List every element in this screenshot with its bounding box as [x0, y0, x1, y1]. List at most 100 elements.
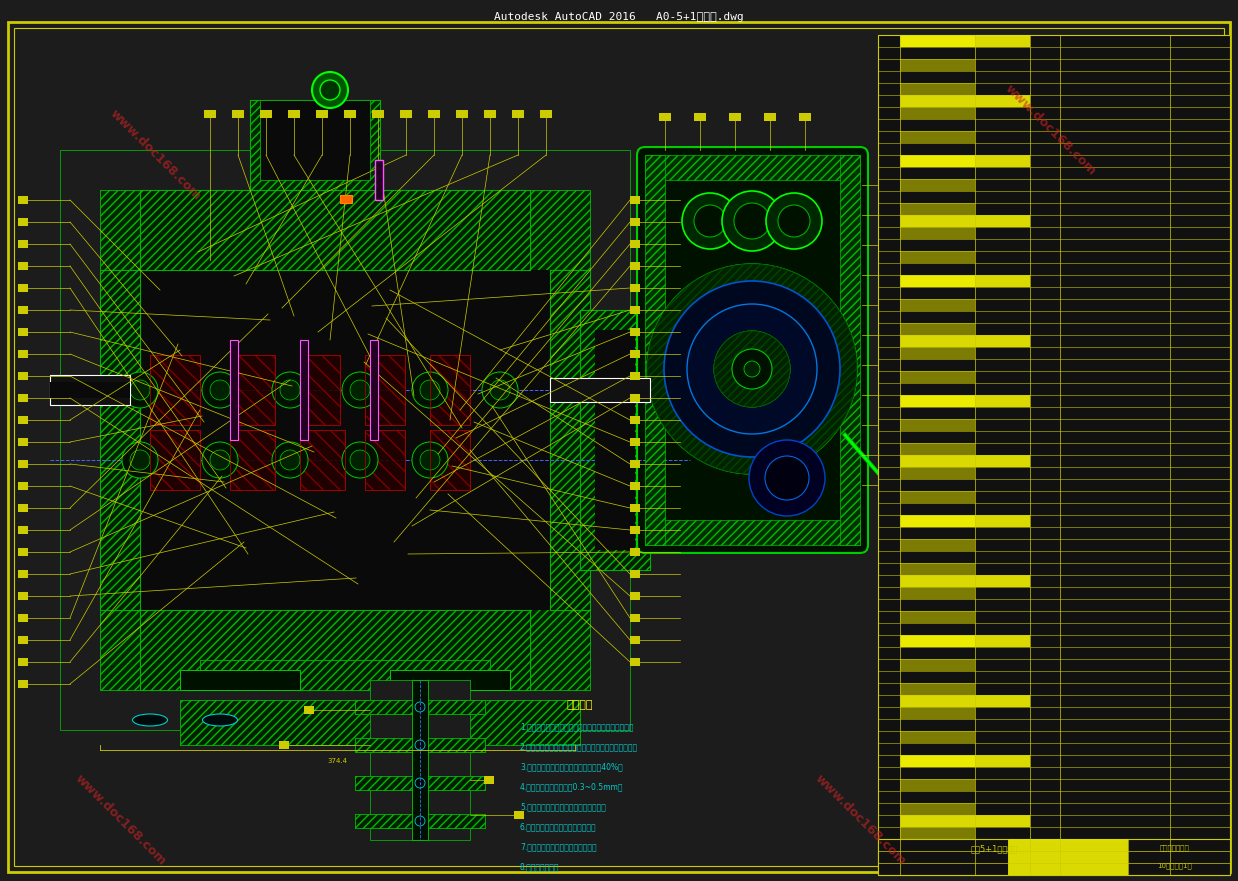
Bar [201, 660, 490, 690]
Bar [484, 110, 496, 118]
Bar [150, 355, 201, 425]
Circle shape [412, 442, 448, 478]
Circle shape [420, 450, 439, 470]
Circle shape [342, 372, 378, 408]
Bar [250, 100, 380, 190]
Bar [900, 347, 976, 359]
Bar [19, 526, 28, 534]
Circle shape [202, 372, 238, 408]
Bar [19, 218, 28, 226]
Bar [595, 330, 635, 550]
Circle shape [123, 442, 158, 478]
Bar [900, 107, 976, 119]
Bar [355, 738, 485, 752]
Bar [630, 614, 640, 622]
Bar [906, 391, 919, 399]
Bar [900, 335, 1030, 347]
Bar [630, 548, 640, 556]
Bar [630, 504, 640, 512]
Bar [900, 467, 976, 479]
Bar [630, 636, 640, 644]
Bar [230, 430, 275, 490]
Bar [365, 430, 405, 490]
Bar [484, 776, 494, 784]
Circle shape [482, 372, 517, 408]
Circle shape [319, 80, 340, 100]
Bar [180, 670, 300, 690]
Bar [428, 110, 439, 118]
Bar [900, 515, 1030, 527]
Circle shape [490, 380, 510, 400]
Bar [900, 227, 976, 239]
Bar [906, 331, 919, 339]
Circle shape [415, 778, 425, 788]
Bar [150, 355, 201, 425]
Bar [630, 262, 640, 270]
Circle shape [734, 203, 770, 239]
Bar [900, 395, 976, 407]
Circle shape [280, 450, 300, 470]
Bar [900, 803, 976, 815]
Bar [900, 83, 976, 95]
Bar [630, 328, 640, 336]
Bar [140, 610, 530, 690]
Bar [630, 460, 640, 468]
Bar [180, 700, 579, 745]
Bar [906, 451, 919, 459]
Circle shape [210, 450, 230, 470]
Bar [900, 731, 976, 743]
Text: 7.天屋分包合面均应涂以密封胶块。: 7.天屋分包合面均应涂以密封胶块。 [520, 842, 597, 851]
Bar [230, 355, 275, 425]
Bar [19, 614, 28, 622]
Bar [878, 839, 1231, 875]
Bar [375, 160, 383, 200]
Bar [456, 110, 468, 118]
Bar [19, 416, 28, 424]
Bar [371, 110, 384, 118]
Text: www.doc168.com: www.doc168.com [72, 772, 168, 868]
Bar [900, 35, 1030, 47]
Bar [906, 361, 919, 369]
Bar [630, 570, 640, 578]
Bar [630, 196, 640, 204]
Bar [305, 706, 314, 714]
Bar [514, 811, 524, 819]
Circle shape [420, 380, 439, 400]
Circle shape [210, 380, 230, 400]
Text: 1.装配前应将齿轮齿面清洗干净，并涂润滑油在齿面。: 1.装配前应将齿轮齿面清洗干净，并涂润滑油在齿面。 [520, 722, 634, 731]
Bar [14, 28, 864, 866]
Bar [355, 814, 485, 828]
Bar [130, 270, 560, 610]
Bar [19, 636, 28, 644]
Bar [201, 660, 490, 690]
Bar [630, 526, 640, 534]
Bar [630, 218, 640, 226]
Circle shape [744, 361, 760, 377]
Bar [645, 155, 860, 180]
Bar [900, 395, 1030, 407]
Bar [288, 110, 300, 118]
Bar [900, 419, 976, 431]
Circle shape [415, 702, 425, 712]
Bar [900, 515, 976, 527]
Bar [19, 328, 28, 336]
Bar [900, 455, 1030, 467]
Bar [300, 430, 345, 490]
Bar [630, 284, 640, 292]
Bar [513, 110, 524, 118]
Circle shape [732, 349, 773, 389]
FancyBboxPatch shape [638, 147, 868, 553]
Bar [900, 95, 1030, 107]
Bar [900, 683, 976, 695]
Text: 机械电子工程系: 机械电子工程系 [1160, 844, 1190, 851]
Circle shape [765, 456, 808, 500]
Bar [50, 382, 130, 398]
Bar [900, 755, 1030, 767]
Bar [906, 421, 919, 429]
Text: 技术要求: 技术要求 [567, 700, 593, 710]
Bar [900, 131, 976, 143]
Bar [279, 741, 288, 749]
Text: www.doc168.com: www.doc168.com [1002, 82, 1098, 178]
Bar [841, 155, 860, 545]
Bar [19, 240, 28, 248]
